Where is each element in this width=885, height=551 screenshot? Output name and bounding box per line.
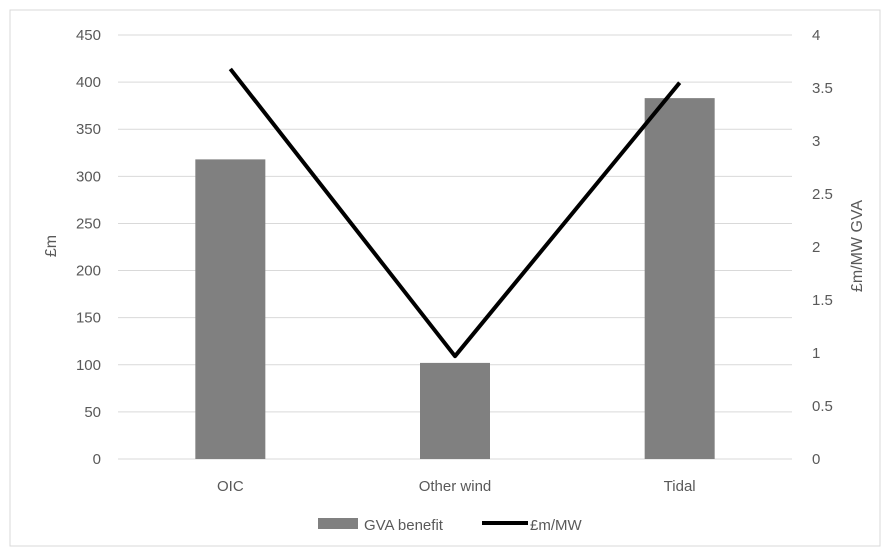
y2-tick-label: 0.5 [812, 398, 833, 415]
y2-tick-label: 0 [812, 451, 820, 468]
y2-tick-label: 3 [812, 133, 820, 150]
bars [195, 98, 715, 459]
y2-tick-label: 1 [812, 345, 820, 362]
y-tick-label: 0 [93, 451, 101, 468]
y2-axis-title: £m/MW GVA [849, 200, 866, 292]
y-tick-label: 400 [76, 74, 101, 91]
y-tick-label: 150 [76, 310, 101, 327]
y-tick-label: 250 [76, 215, 101, 232]
legend-label-bar: GVA benefit [364, 517, 444, 534]
line-series-path [228, 67, 682, 359]
bar [644, 98, 715, 459]
legend: GVA benefit £m/MW [318, 517, 583, 534]
y2-tick-label: 1.5 [812, 292, 833, 309]
y2-tick-label: 2.5 [812, 186, 833, 203]
chart-border [9, 9, 881, 547]
x-tick-label: OIC [217, 478, 244, 495]
y2-tick-label: 4 [812, 27, 820, 44]
y2-tick-label: 2 [812, 239, 820, 256]
y-axis-title: £m [43, 235, 60, 257]
x-tick-label: Tidal [664, 478, 696, 495]
x-tick-label: Other wind [419, 478, 492, 495]
line-series [228, 67, 682, 359]
y-tick-label: 200 [76, 263, 101, 280]
bar [420, 362, 490, 459]
left-axis-ticks: 0 50 100 150 200 250 300 350 400 450 [76, 27, 101, 468]
x-axis-ticks: OIC Other wind Tidal [217, 478, 696, 495]
y-tick-label: 100 [76, 357, 101, 374]
y-tick-label: 450 [76, 27, 101, 44]
legend-swatch-bar [318, 518, 358, 529]
legend-label-line: £m/MW [530, 517, 583, 534]
y-tick-label: 350 [76, 121, 101, 138]
y-tick-label: 300 [76, 168, 101, 185]
y2-tick-label: 3.5 [812, 80, 833, 97]
right-axis-ticks: 0 0.5 1 1.5 2 2.5 3 3.5 4 [812, 27, 833, 468]
y-tick-label: 50 [84, 404, 101, 421]
bar [195, 159, 266, 459]
